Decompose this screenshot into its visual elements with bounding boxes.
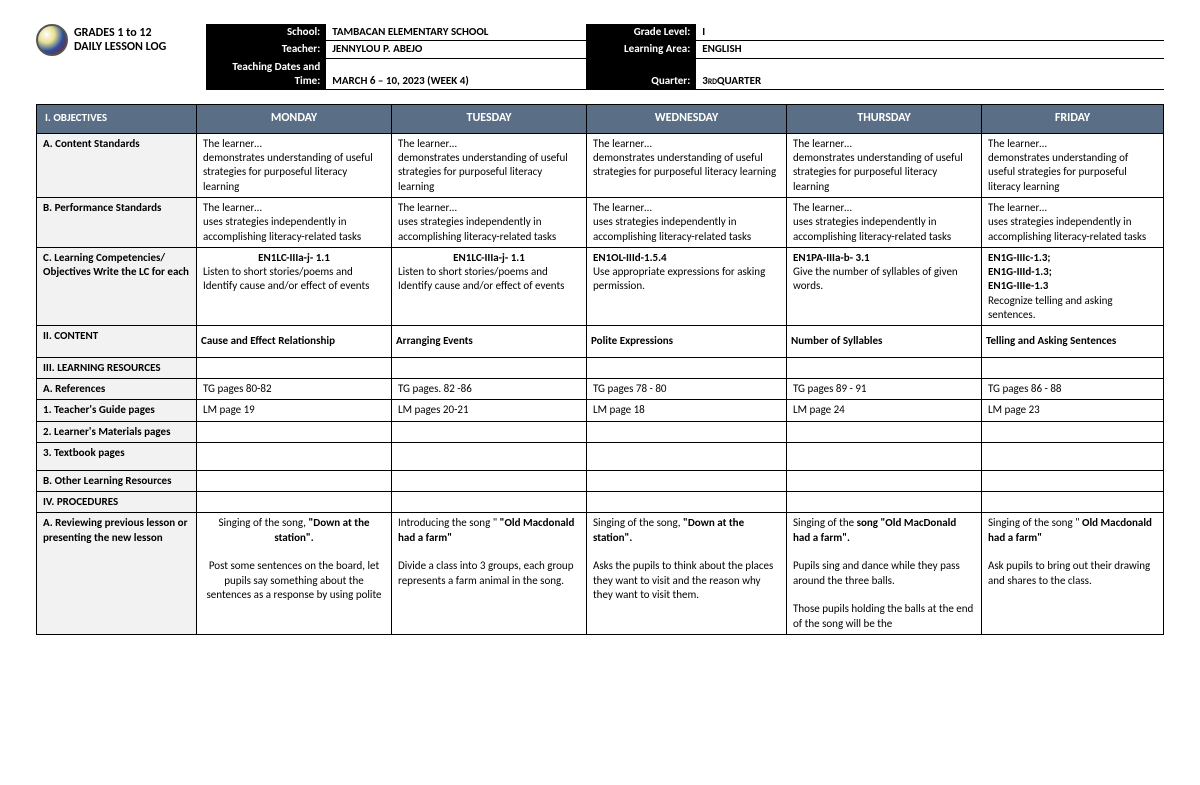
- logo-title-block: GRADES 1 to 12 DAILY LESSON LOG: [36, 24, 166, 56]
- cell-comp-thu: EN1PA-IIIa-b- 3.1Give the number of syll…: [787, 247, 982, 325]
- label-dates: Teaching Dates and Time:: [206, 59, 326, 91]
- cell-proc-mon: Singing of the song, "Down at the statio…: [197, 513, 392, 634]
- day-tuesday: TUESDAY: [392, 105, 587, 134]
- document-title: GRADES 1 to 12 DAILY LESSON LOG: [74, 26, 166, 55]
- cell-ps-wed: The learner… uses strategies independent…: [587, 197, 787, 247]
- cell-content-thu: Number of Syllables: [787, 326, 982, 357]
- row-competencies: C. Learning Competencies/ Objectives Wri…: [37, 247, 1164, 325]
- cell-cs-tue: The learner… demonstrates understanding …: [392, 133, 587, 197]
- header-row-days: I. OBJECTIVES MONDAY TUESDAY WEDNESDAY T…: [37, 105, 1164, 134]
- cell-content-tue: Arranging Events: [392, 326, 587, 357]
- cell-ref-thu: TG pages 89 - 91: [787, 378, 982, 399]
- title-line-2: DAILY LESSON LOG: [74, 40, 166, 54]
- cell-tg-wed: LM page 18: [587, 400, 787, 421]
- label-learning-resources: III. LEARNING RESOURCES: [37, 357, 197, 378]
- cell-content-fri: Telling and Asking Sentences: [982, 326, 1164, 357]
- label-teacher: Teacher:: [206, 41, 326, 58]
- label-competencies: C. Learning Competencies/ Objectives Wri…: [37, 247, 197, 325]
- cell-proc-wed: Singing of the song, "Down at the statio…: [587, 513, 787, 634]
- row-procedures: IV. PROCEDURES: [37, 492, 1164, 513]
- label-quarter: Quarter:: [586, 59, 696, 91]
- row-content-standards: A. Content Standards The learner… demons…: [37, 133, 1164, 197]
- header-info-grid: School: TAMBACAN ELEMENTARY SCHOOL Grade…: [206, 24, 1164, 90]
- cell-comp-mon: EN1LC-IIIa-j- 1.1Listen to short stories…: [197, 247, 392, 325]
- label-learner-materials: 2. Learner's Materials pages: [37, 421, 197, 442]
- cell-ps-thu: The learner… uses strategies independent…: [787, 197, 982, 247]
- cell-proc-tue: Introducing the song " "Old Macdonald ha…: [392, 513, 587, 634]
- label-reviewing: A. Reviewing previous lesson or presenti…: [37, 513, 197, 634]
- title-line-1: GRADES 1 to 12: [74, 26, 166, 40]
- row-performance-standards: B. Performance Standards The learner… us…: [37, 197, 1164, 247]
- cell-tg-tue: LM pages 20-21: [392, 400, 587, 421]
- cell-ref-tue: TG pages. 82 -86: [392, 378, 587, 399]
- cell-ref-wed: TG pages 78 - 80: [587, 378, 787, 399]
- row-teacher-guide: 1. Teacher's Guide pages LM page 19 LM p…: [37, 400, 1164, 421]
- cell-ps-mon: The learner… uses strategies independent…: [197, 197, 392, 247]
- cell-tg-fri: LM page 23: [982, 400, 1164, 421]
- value-teacher: JENNYLOU P. ABEJO: [326, 41, 586, 58]
- cell-tg-thu: LM page 24: [787, 400, 982, 421]
- cell-cs-mon: The learner… demonstrates understanding …: [197, 133, 392, 197]
- label-references: A. References: [37, 378, 197, 399]
- row-textbook: 3. Textbook pages: [37, 442, 1164, 470]
- row-learner-materials: 2. Learner's Materials pages: [37, 421, 1164, 442]
- row-reviewing: A. Reviewing previous lesson or presenti…: [37, 513, 1164, 634]
- cell-comp-wed: EN1OL-IIId-1.5.4 Use appropriate express…: [587, 247, 787, 325]
- label-school: School:: [206, 24, 326, 41]
- label-textbook: 3. Textbook pages: [37, 442, 197, 470]
- day-friday: FRIDAY: [982, 105, 1164, 134]
- document-header: GRADES 1 to 12 DAILY LESSON LOG School: …: [36, 24, 1164, 90]
- lesson-log-table: I. OBJECTIVES MONDAY TUESDAY WEDNESDAY T…: [36, 104, 1164, 635]
- day-thursday: THURSDAY: [787, 105, 982, 134]
- label-teacher-guide: 1. Teacher's Guide pages: [37, 400, 197, 421]
- label-area: Learning Area:: [586, 41, 696, 58]
- label-other-resources: B. Other Learning Resources: [37, 470, 197, 491]
- section-objectives: I. OBJECTIVES: [37, 105, 197, 134]
- value-school: TAMBACAN ELEMENTARY SCHOOL: [326, 24, 586, 41]
- day-monday: MONDAY: [197, 105, 392, 134]
- row-other-resources: B. Other Learning Resources: [37, 470, 1164, 491]
- label-procedures: IV. PROCEDURES: [37, 492, 197, 513]
- cell-cs-fri: The learner… demonstrates understanding …: [982, 133, 1164, 197]
- cell-ref-fri: TG pages 86 - 88: [982, 378, 1164, 399]
- cell-content-wed: Polite Expressions: [587, 326, 787, 357]
- row-learning-resources: III. LEARNING RESOURCES: [37, 357, 1164, 378]
- deped-seal-icon: [36, 24, 68, 56]
- cell-tg-mon: LM page 19: [197, 400, 392, 421]
- cell-comp-tue: EN1LC-IIIa-j- 1.1Listen to short stories…: [392, 247, 587, 325]
- value-quarter: 3RD QUARTER: [696, 59, 1164, 91]
- cell-proc-thu: Singing of the song "Old MacDonald had a…: [787, 513, 982, 634]
- day-wednesday: WEDNESDAY: [587, 105, 787, 134]
- value-area: ENGLISH: [696, 41, 1164, 58]
- label-performance-standards: B. Performance Standards: [37, 197, 197, 247]
- cell-ref-mon: TG pages 80-82: [197, 378, 392, 399]
- cell-content-mon: Cause and Effect Relationship: [197, 326, 392, 357]
- cell-cs-wed: The learner… demonstrates understanding …: [587, 133, 787, 197]
- row-content: II. CONTENT Cause and Effect Relationshi…: [37, 326, 1164, 357]
- label-content-standards: A. Content Standards: [37, 133, 197, 197]
- cell-cs-thu: The learner… demonstrates understanding …: [787, 133, 982, 197]
- label-grade: Grade Level:: [586, 24, 696, 41]
- cell-proc-fri: Singing of the song " Old Macdonald had …: [982, 513, 1164, 634]
- label-content: II. CONTENT: [37, 326, 197, 357]
- cell-ps-tue: The learner… uses strategies independent…: [392, 197, 587, 247]
- cell-comp-fri: EN1G-IIIc-1.3; EN1G-IIId-1.3; EN1G-IIIe-…: [982, 247, 1164, 325]
- cell-ps-fri: The learner… uses strategies independent…: [982, 197, 1164, 247]
- value-grade: I: [696, 24, 1164, 41]
- value-dates: MARCH 6 – 10, 2023 (WEEK 4): [326, 59, 586, 91]
- row-references: A. References TG pages 80-82 TG pages. 8…: [37, 378, 1164, 399]
